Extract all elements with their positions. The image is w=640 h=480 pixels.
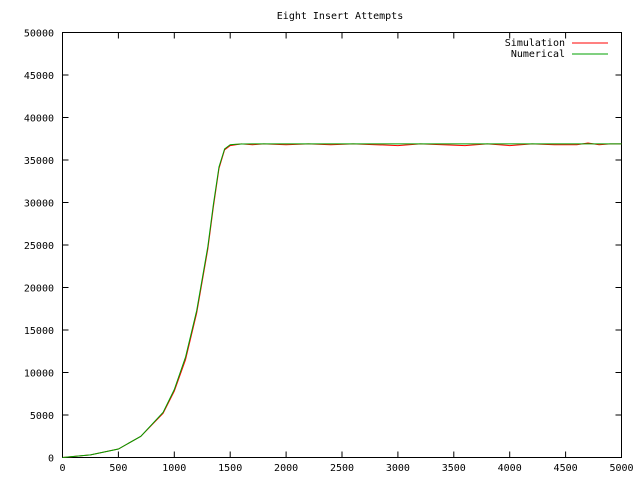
x-tick-label: 1000 — [162, 463, 186, 474]
y-tick-label: 5000 — [30, 411, 54, 422]
x-tick-label: 0 — [59, 463, 65, 474]
y-axis: 0 5000 10000 15000 20000 25000 30000 35000 40000… — [24, 29, 622, 465]
y-tick-label: 30000 — [24, 199, 54, 210]
y-tick-label: 0 — [48, 454, 54, 465]
y-tick-label: 25000 — [24, 241, 54, 252]
x-tick-label: 1500 — [218, 463, 242, 474]
y-tick-label: 15000 — [24, 326, 54, 337]
x-tick-label: 2500 — [330, 463, 354, 474]
series-line-simulation — [62, 142, 622, 458]
x-tick-label: 4500 — [554, 463, 578, 474]
x-tick-label: 2000 — [274, 463, 298, 474]
legend-label-numerical: Numerical — [511, 49, 565, 60]
x-tick-label: 4000 — [498, 463, 522, 474]
y-tick-label: 50000 — [24, 29, 54, 40]
y-tick-label: 10000 — [24, 369, 54, 380]
y-tick-label: 35000 — [24, 156, 54, 167]
legend: Simulation Numerical — [505, 38, 608, 60]
series-lines — [62, 142, 622, 458]
plot-area — [62, 32, 622, 458]
chart-title: Eight Insert Attempts — [277, 11, 403, 22]
series-line-numerical — [62, 143, 622, 458]
x-tick-label: 5000 — [609, 463, 633, 474]
x-tick-label: 3500 — [442, 463, 466, 474]
x-tick-label: 500 — [109, 463, 127, 474]
legend-label-simulation: Simulation — [505, 38, 565, 49]
y-tick-label: 40000 — [24, 114, 54, 125]
x-tick-label: 3000 — [386, 463, 410, 474]
x-axis: 0 500 1000 1500 2000 2500 3000 3500 4000 4500 5000 — [59, 32, 634, 474]
y-tick-label: 20000 — [24, 284, 54, 295]
y-tick-label: 45000 — [24, 71, 54, 82]
